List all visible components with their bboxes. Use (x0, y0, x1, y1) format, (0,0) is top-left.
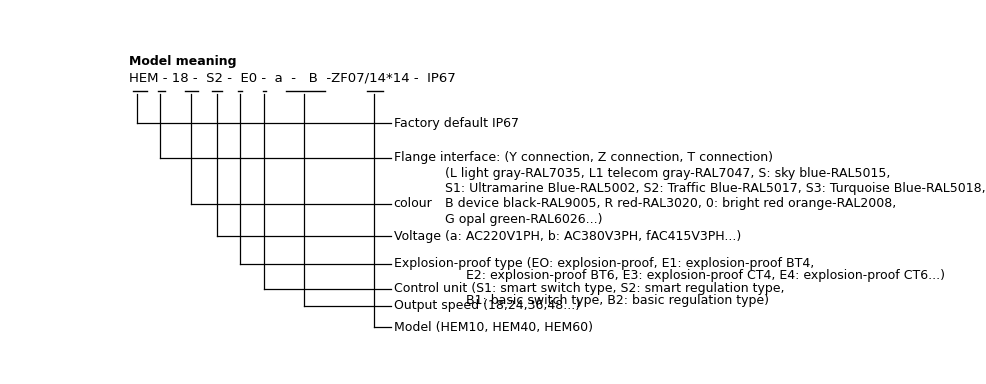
Text: B device black-RAL9005, R red-RAL3020, 0: bright red orange-RAL2008,: B device black-RAL9005, R red-RAL3020, 0… (445, 197, 896, 210)
Text: Model meaning: Model meaning (129, 55, 237, 68)
Text: colour: colour (393, 197, 433, 210)
Text: G opal green-RAL6026...): G opal green-RAL6026...) (445, 213, 602, 226)
Text: S1: Ultramarine Blue-RAL5002, S2: Traffic Blue-RAL5017, S3: Turquoise Blue-RAL50: S1: Ultramarine Blue-RAL5002, S2: Traffi… (445, 182, 985, 195)
Text: B1: basic switch type, B2: basic regulation type): B1: basic switch type, B2: basic regulat… (393, 294, 769, 307)
Text: Voltage (a: AC220V1PH, b: AC380V3PH, fAC415V3PH...): Voltage (a: AC220V1PH, b: AC380V3PH, fAC… (393, 230, 740, 243)
Text: Control unit (S1: smart switch type, S2: smart regulation type,: Control unit (S1: smart switch type, S2:… (393, 282, 784, 295)
Text: Factory default IP67: Factory default IP67 (393, 117, 519, 129)
Text: (L light gray-RAL7035, L1 telecom gray-RAL7047, S: sky blue-RAL5015,: (L light gray-RAL7035, L1 telecom gray-R… (445, 167, 890, 180)
Text: Explosion-proof type (EO: explosion-proof, E1: explosion-proof BT4,: Explosion-proof type (EO: explosion-proo… (393, 258, 814, 270)
Text: Model (HEM10, HEM40, HEM60): Model (HEM10, HEM40, HEM60) (393, 321, 593, 334)
Text: Flange interface: (Y connection, Z connection, T connection): Flange interface: (Y connection, Z conne… (393, 151, 773, 164)
Text: E2: explosion-proof BT6, E3: explosion-proof CT4, E4: explosion-proof CT6...): E2: explosion-proof BT6, E3: explosion-p… (393, 269, 945, 282)
Text: HEM - 18 -  S2 -  E0 -  a  -   B  -ZF07/14*14 -  IP67: HEM - 18 - S2 - E0 - a - B -ZF07/14*14 -… (129, 72, 457, 85)
Text: Output speed (18,24,36,48...): Output speed (18,24,36,48...) (393, 299, 580, 312)
